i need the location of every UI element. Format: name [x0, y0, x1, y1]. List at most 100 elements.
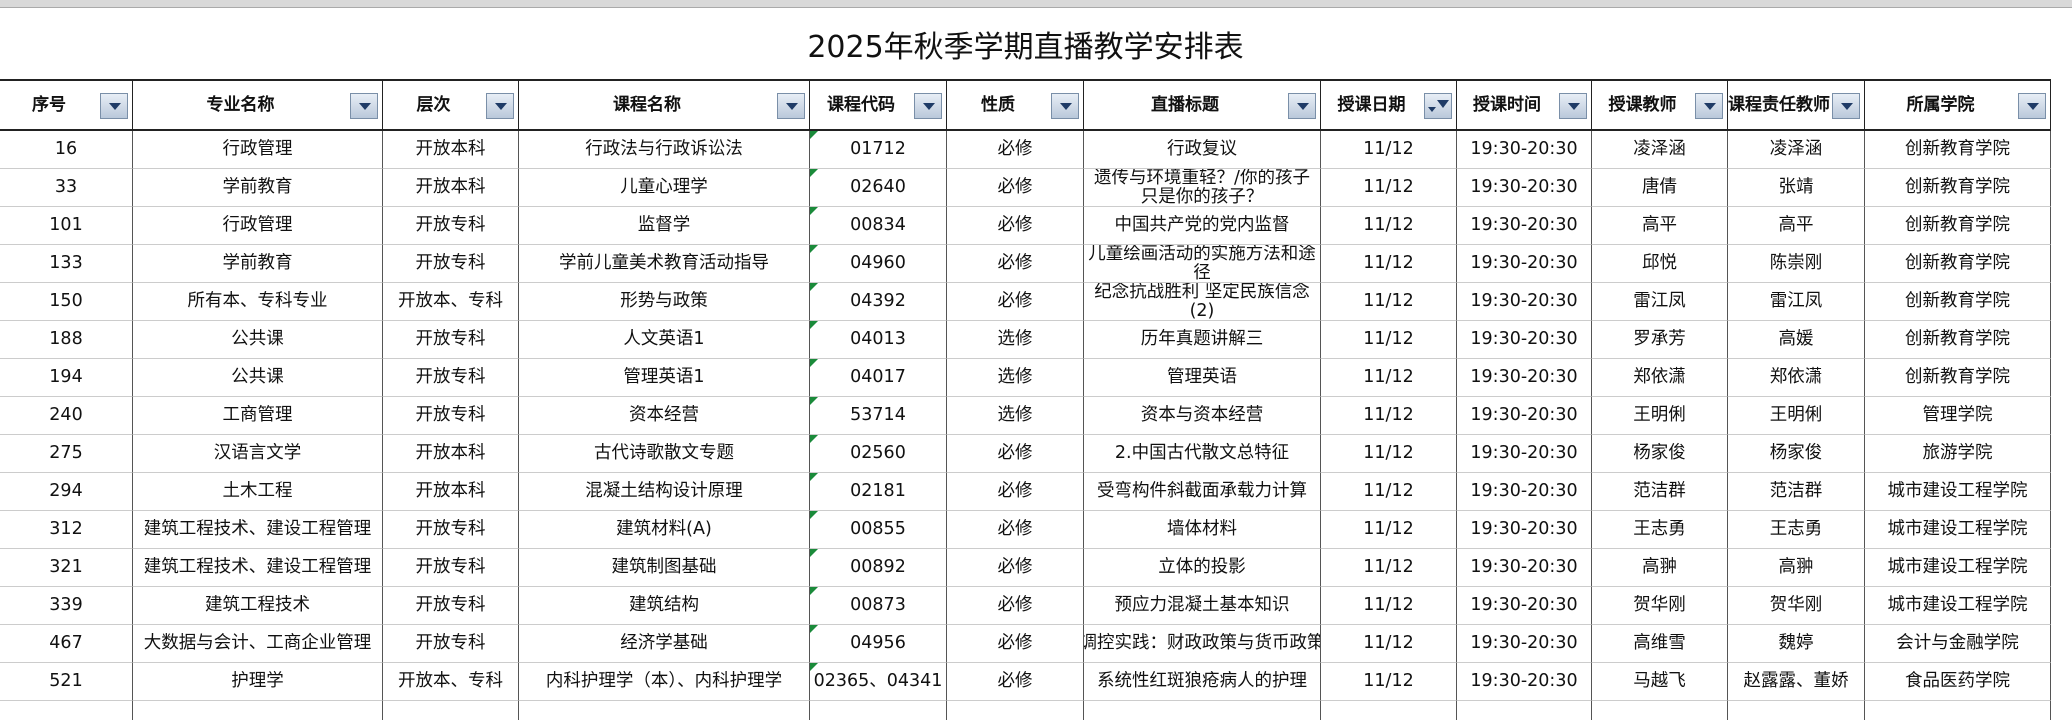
column-header: 授课时间 — [1457, 79, 1592, 131]
cell-text: 陈崇刚 — [1769, 253, 1823, 273]
table-cell: 经济学基础 — [519, 625, 810, 663]
cell-text: 魏婷 — [1778, 633, 1814, 653]
cell-text: 11/12 — [1363, 633, 1414, 653]
table-cell: 11/12 — [1321, 245, 1457, 283]
table-cell: 魏婷 — [1728, 625, 1865, 663]
table-cell: 00892 — [810, 549, 947, 587]
cell-text: 立体的投影 — [1158, 557, 1246, 577]
table-cell: 资本与资本经营 — [1084, 397, 1321, 435]
table-cell: 19:30-20:30 — [1457, 473, 1592, 511]
cell-text: 04956 — [850, 633, 906, 653]
column-header: 序号 — [0, 79, 133, 131]
filter-button[interactable] — [486, 93, 514, 119]
cell-text: 必修 — [997, 139, 1033, 159]
cell-text: 开放本科 — [415, 481, 486, 501]
table-cell: 选修 — [947, 397, 1084, 435]
table-cell: 赵露露、董娇 — [1728, 663, 1865, 701]
cell-text: 高平 — [1642, 215, 1677, 235]
table-cell: 321 — [0, 549, 133, 587]
table-cell: 贺华刚 — [1728, 587, 1865, 625]
cell-text: 选修 — [997, 367, 1033, 387]
table-cell: 张靖 — [1728, 169, 1865, 207]
filter-button[interactable] — [777, 93, 805, 119]
table-cell: 开放专科 — [383, 321, 519, 359]
cell-text: 雷江凤 — [1633, 291, 1686, 311]
table-cell: 194 — [0, 359, 133, 397]
table-cell: 开放专科 — [383, 207, 519, 245]
table-cell: 立体的投影 — [1084, 549, 1321, 587]
table-cell: 04956 — [810, 625, 947, 663]
cell-text: 贺华刚 — [1633, 595, 1686, 615]
table-cell: 33 — [0, 169, 133, 207]
table-cell: 19:30-20:30 — [1457, 283, 1592, 321]
table-cell: 王明俐 — [1728, 397, 1865, 435]
cell-text: 开放专科 — [415, 329, 486, 349]
cell-text: 儿童心理学 — [620, 177, 708, 197]
table-cell: 中国共产党的党内监督 — [1084, 207, 1321, 245]
filter-button[interactable] — [1559, 93, 1587, 119]
table-cell: 开放专科 — [383, 587, 519, 625]
cell-text: 张靖 — [1778, 177, 1814, 197]
filter-button[interactable] — [350, 93, 378, 119]
filter-button[interactable] — [1424, 93, 1452, 119]
table-cell: 开放本、专科 — [383, 283, 519, 321]
table-cell: 马越飞 — [1592, 663, 1728, 701]
cell-text: 贺华刚 — [1769, 595, 1823, 615]
filter-button[interactable] — [100, 93, 128, 119]
cell-text: 开放本、专科 — [398, 671, 503, 691]
filter-button[interactable] — [1288, 93, 1316, 119]
filter-button[interactable] — [1695, 93, 1723, 119]
cell-text: 行政管理 — [222, 139, 293, 159]
filter-button[interactable] — [2018, 93, 2046, 119]
table-cell: 高平 — [1728, 207, 1865, 245]
cell-text: 02365、04341 — [813, 671, 943, 691]
cell-text: 邱悦 — [1642, 253, 1677, 273]
cell-text: 范洁群 — [1633, 481, 1686, 501]
cell-text: 188 — [49, 329, 83, 349]
cell-text: 王志勇 — [1769, 519, 1823, 539]
table-cell: 必修 — [947, 169, 1084, 207]
table-cell: 必修 — [947, 587, 1084, 625]
cell-text: 33 — [54, 177, 78, 197]
column-header: 课程责任教师 — [1728, 79, 1865, 131]
cell-text: 建筑制图基础 — [611, 557, 717, 577]
header-label: 序号 — [32, 94, 66, 115]
table-cell: 监督学 — [519, 207, 810, 245]
header-label: 授课时间 — [1473, 94, 1541, 115]
cell-text: 受弯构件斜截面承载力计算 — [1097, 481, 1307, 501]
table-cell: 罗承芳 — [1592, 321, 1728, 359]
filter-button[interactable] — [1832, 93, 1860, 119]
table-cell: 开放专科 — [383, 625, 519, 663]
cell-text: 形势与政策 — [620, 291, 708, 311]
table-cell: 土木工程 — [133, 473, 383, 511]
cell-text: 历年真题讲解三 — [1140, 329, 1264, 349]
cell-text: 调控实践：财政政策与货币政策 — [1084, 633, 1321, 653]
cell-text: 城市建设工程学院 — [1887, 557, 2028, 577]
cell-text: 19:30-20:30 — [1470, 139, 1578, 159]
cell-text: 11/12 — [1363, 139, 1414, 159]
table-cell: 11/12 — [1321, 321, 1457, 359]
cell-text: 创新教育学院 — [1905, 329, 2010, 349]
cell-text: 监督学 — [637, 215, 691, 235]
table-cell: 150 — [0, 283, 133, 321]
cell-text: 选修 — [997, 329, 1033, 349]
empty-cell — [810, 701, 947, 720]
table-cell: 19:30-20:30 — [1457, 207, 1592, 245]
cell-text: 王明俐 — [1633, 405, 1686, 425]
filter-button[interactable] — [1051, 93, 1079, 119]
cell-text: 城市建设工程学院 — [1887, 481, 2028, 501]
filter-button[interactable] — [914, 93, 942, 119]
cell-text: 遗传与环境重轻？/你的孩子只是你的孩子？ — [1094, 169, 1310, 207]
table-cell: 必修 — [947, 625, 1084, 663]
cell-text: 大数据与会计、工商企业管理 — [143, 633, 372, 653]
cell-text: 城市建设工程学院 — [1887, 519, 2028, 539]
table-cell: 必修 — [947, 511, 1084, 549]
table-cell: 建筑工程技术 — [133, 587, 383, 625]
table-cell: 王明俐 — [1592, 397, 1728, 435]
table-cell: 必修 — [947, 663, 1084, 701]
empty-cell — [0, 701, 133, 720]
table-cell: 高维雪 — [1592, 625, 1728, 663]
cell-text: 学前儿童美术教育活动指导 — [559, 253, 769, 273]
column-header: 直播标题 — [1084, 79, 1321, 131]
